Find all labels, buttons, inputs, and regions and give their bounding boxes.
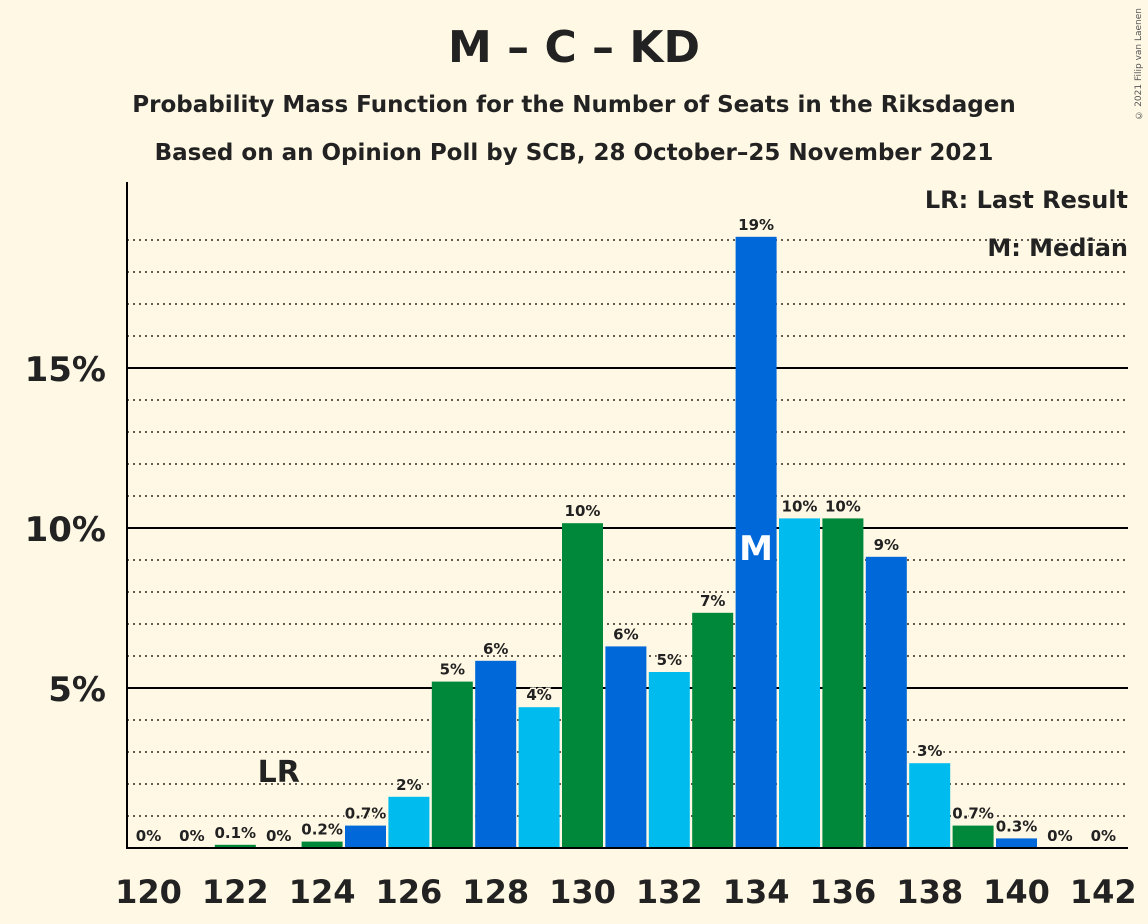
bar-135 bbox=[779, 518, 820, 848]
bar-136 bbox=[822, 518, 864, 848]
x-tick-label: 126 bbox=[376, 873, 443, 911]
bar-value-label: 10% bbox=[782, 497, 818, 515]
x-tick-label: 128 bbox=[462, 873, 529, 911]
x-tick-label: 120 bbox=[115, 873, 182, 911]
median-marker: M bbox=[739, 529, 773, 569]
bar-value-label: 6% bbox=[613, 625, 638, 643]
bar-140 bbox=[996, 838, 1037, 848]
x-tick-label: 122 bbox=[202, 873, 269, 911]
y-tick-label: 10% bbox=[25, 510, 106, 550]
bar-value-label: 4% bbox=[526, 686, 551, 704]
x-tick-label: 124 bbox=[289, 873, 356, 911]
x-tick-label: 138 bbox=[896, 873, 963, 911]
y-tick-label: 15% bbox=[25, 350, 106, 390]
bar-value-label: 6% bbox=[483, 640, 508, 658]
bar-value-label: 19% bbox=[738, 216, 774, 234]
x-tick-label: 142 bbox=[1070, 873, 1137, 911]
x-tick-label: 132 bbox=[636, 873, 703, 911]
bar-139 bbox=[952, 825, 994, 848]
last-result-marker: LR bbox=[258, 755, 300, 790]
x-tick-label: 130 bbox=[549, 873, 616, 911]
bar-138 bbox=[909, 763, 951, 848]
chart-title: M – C – KD bbox=[448, 22, 700, 73]
bar-value-label: 0.1% bbox=[214, 824, 256, 842]
bar-value-label: 3% bbox=[917, 742, 942, 760]
bar-122 bbox=[214, 844, 256, 848]
bar-127 bbox=[431, 681, 473, 848]
bar-value-label: 10% bbox=[565, 502, 601, 520]
bar-137 bbox=[865, 556, 907, 848]
x-tick-label: 140 bbox=[983, 873, 1050, 911]
bar-129 bbox=[518, 707, 560, 848]
chart-subtitle: Probability Mass Function for the Number… bbox=[132, 92, 1016, 118]
bar-value-label: 7% bbox=[700, 592, 725, 610]
bar-value-label: 0% bbox=[1091, 827, 1116, 845]
bar-value-label: 2% bbox=[396, 776, 421, 794]
bar-133 bbox=[692, 612, 734, 848]
bar-value-label: 0.3% bbox=[996, 817, 1038, 835]
bar-value-label: 0.7% bbox=[952, 805, 994, 823]
bar-134 bbox=[735, 236, 777, 849]
bar-value-label: 0% bbox=[179, 827, 204, 845]
bar-value-label: 5% bbox=[657, 651, 682, 669]
bar-131 bbox=[605, 646, 647, 848]
bar-value-label: 0.2% bbox=[301, 821, 343, 839]
poll-info: Based on an Opinion Poll by SCB, 28 Octo… bbox=[154, 140, 994, 166]
x-tick-label: 134 bbox=[723, 873, 790, 911]
bar-132 bbox=[648, 672, 690, 848]
bar-126 bbox=[388, 796, 430, 848]
bar-value-label: 0% bbox=[266, 827, 291, 845]
bar-value-label: 0% bbox=[1047, 827, 1072, 845]
y-tick-label: 5% bbox=[48, 670, 106, 710]
bar-125 bbox=[345, 825, 386, 848]
legend-last-result: LR: Last Result bbox=[924, 186, 1128, 214]
bar-128 bbox=[475, 660, 517, 848]
bar-value-label: 5% bbox=[440, 661, 465, 679]
bar-value-label: 0.7% bbox=[345, 805, 387, 823]
x-tick-label: 136 bbox=[810, 873, 877, 911]
bar-130 bbox=[562, 523, 603, 848]
legend-median: M: Median bbox=[987, 234, 1128, 262]
bar-value-label: 9% bbox=[874, 536, 899, 554]
bar-124 bbox=[301, 841, 343, 848]
bar-value-label: 0% bbox=[136, 827, 161, 845]
bar-value-label: 10% bbox=[825, 497, 861, 515]
